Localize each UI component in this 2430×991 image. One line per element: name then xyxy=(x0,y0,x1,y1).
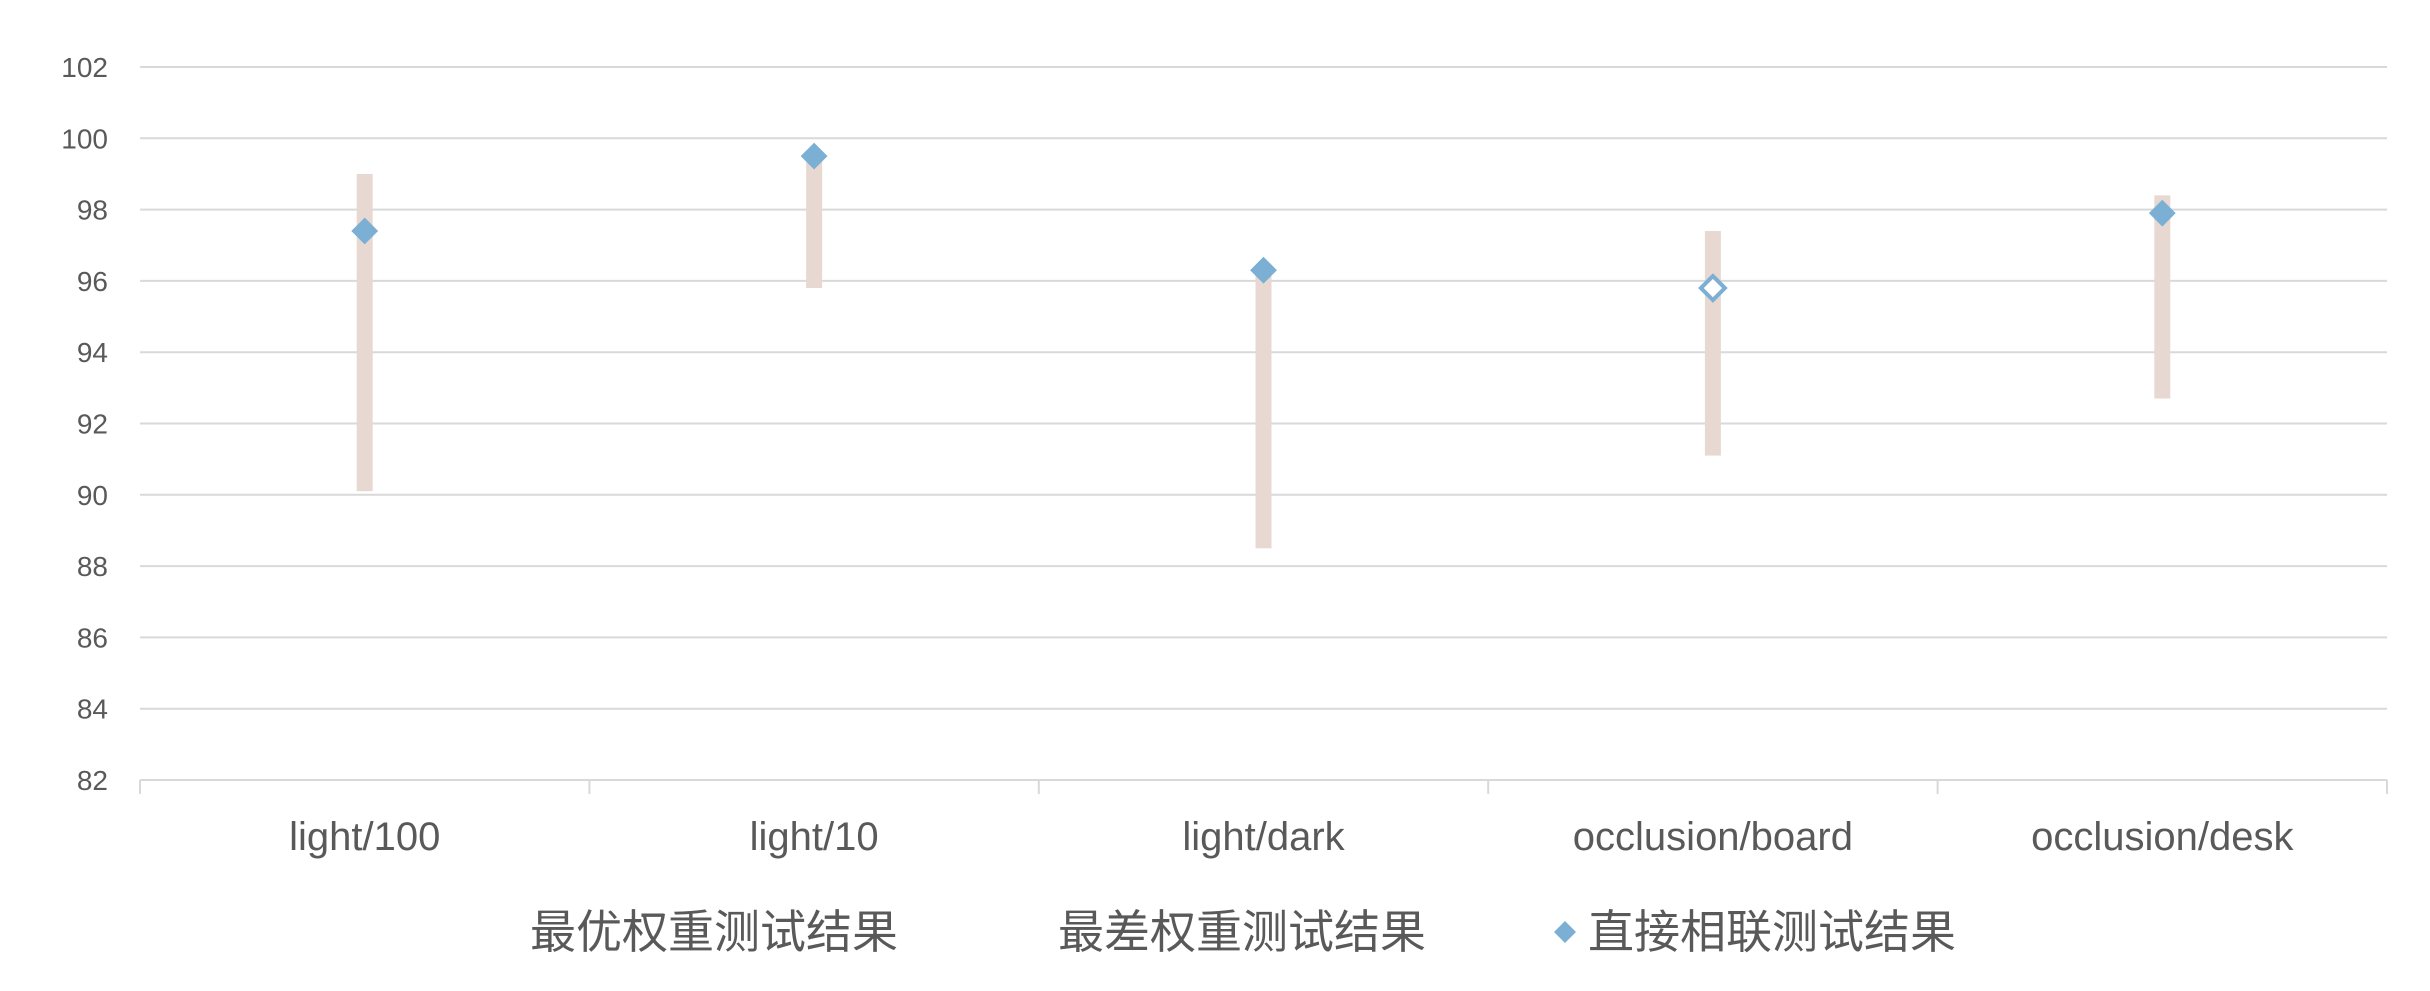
category-label: light/10 xyxy=(750,815,879,859)
legend: 最优权重测试结果 最差权重测试结果 直接相联测试结果 xyxy=(530,905,1956,959)
direct-markers xyxy=(351,142,2176,303)
category-labels: light/100 light/10 light/dark occlusion/boa… xyxy=(289,815,2294,859)
direct-marker xyxy=(1250,256,1277,284)
y-tick-label: 90 xyxy=(77,480,108,511)
category-label: light/100 xyxy=(289,815,440,859)
range-bars xyxy=(356,152,2171,549)
category-label: light/dark xyxy=(1182,815,1345,859)
category-label: occlusion/board xyxy=(1573,815,1853,859)
y-tick-label: 100 xyxy=(61,123,108,154)
range-bar xyxy=(356,173,373,492)
direct-marker xyxy=(351,217,379,245)
category-label: occlusion/desk xyxy=(2031,815,2294,859)
y-tick-label: 92 xyxy=(77,409,108,440)
legend-label-best: 最优权重测试结果 xyxy=(530,905,898,959)
y-tick-label: 86 xyxy=(77,622,108,653)
range-bar xyxy=(806,152,823,289)
legend-label-worst: 最差权重测试结果 xyxy=(1058,905,1426,959)
y-tick-label: 94 xyxy=(77,337,108,368)
y-tick-label: 98 xyxy=(77,195,108,226)
y-tick-label: 102 xyxy=(61,52,108,83)
direct-marker xyxy=(800,142,828,170)
x-axis xyxy=(139,779,2388,794)
direct-marker xyxy=(1698,273,1728,303)
y-axis-tick-labels: 82 84 86 88 90 92 94 96 98 100 102 xyxy=(61,52,108,796)
y-tick-label: 96 xyxy=(77,266,108,297)
legend-label-direct: 直接相联测试结果 xyxy=(1588,905,1956,959)
legend-marker-direct xyxy=(1554,921,1576,943)
y-tick-label: 88 xyxy=(77,551,108,582)
direct-marker xyxy=(2148,199,2176,227)
range-bar xyxy=(1255,270,1272,549)
y-tick-label: 84 xyxy=(77,694,108,725)
y-tick-label: 82 xyxy=(77,765,108,796)
range-bar xyxy=(1704,230,1721,456)
range-bar xyxy=(2154,195,2171,399)
